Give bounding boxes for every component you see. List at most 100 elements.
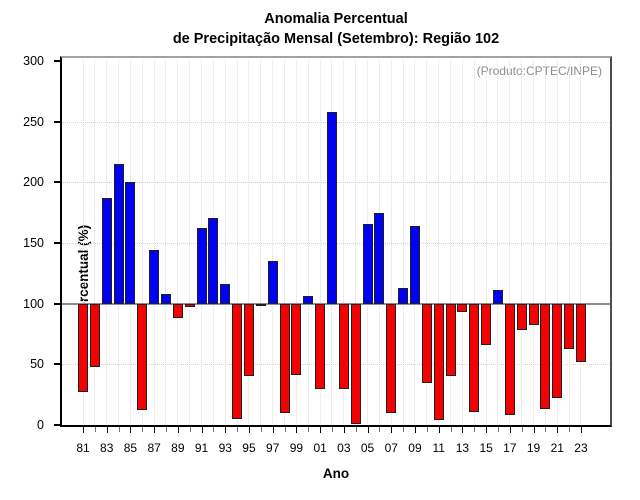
bar-83 bbox=[101, 198, 112, 304]
bar-94 bbox=[232, 303, 243, 419]
y-axis-tick-label: 200 bbox=[23, 175, 44, 190]
y-axis-tick bbox=[54, 60, 60, 62]
vertical-gridline bbox=[450, 60, 452, 423]
vertical-gridline bbox=[272, 60, 274, 423]
chart-title-line1: Anomalia Percentual bbox=[264, 11, 408, 27]
bar-05 bbox=[362, 223, 373, 304]
vertical-gridline bbox=[426, 60, 428, 423]
vertical-gridline bbox=[248, 60, 250, 423]
bar-97 bbox=[267, 261, 278, 304]
vertical-gridline bbox=[236, 60, 238, 423]
y-axis-tick-label: 100 bbox=[23, 296, 44, 311]
vertical-gridline bbox=[390, 60, 392, 423]
bar-17 bbox=[504, 303, 515, 416]
x-axis-tick bbox=[509, 427, 511, 433]
vertical-gridline bbox=[556, 60, 558, 423]
bar-22 bbox=[564, 303, 575, 349]
x-axis-tick-label: 15 bbox=[479, 441, 493, 455]
x-axis-tick bbox=[225, 427, 227, 433]
x-axis-tick bbox=[213, 427, 215, 432]
bar-90 bbox=[184, 303, 195, 308]
vertical-gridline bbox=[141, 60, 143, 423]
bar-85 bbox=[125, 182, 136, 304]
bar-88 bbox=[160, 293, 171, 304]
x-axis-tick bbox=[426, 427, 428, 432]
vertical-gridline bbox=[485, 60, 487, 423]
x-axis-tick-label: 85 bbox=[123, 441, 138, 455]
x-axis-tick-label: 89 bbox=[171, 441, 185, 455]
bar-82 bbox=[89, 303, 100, 367]
x-axis-tick bbox=[165, 427, 167, 432]
x-axis-tick bbox=[142, 427, 144, 432]
vertical-gridline bbox=[544, 60, 546, 423]
vertical-gridline bbox=[521, 60, 523, 423]
vertical-gridline bbox=[402, 60, 404, 423]
vertical-gridline bbox=[580, 60, 582, 423]
bar-91 bbox=[196, 228, 207, 304]
x-axis-tick-label: 95 bbox=[242, 441, 256, 455]
bar-04 bbox=[350, 303, 361, 424]
x-axis-tick-label: 21 bbox=[550, 441, 564, 455]
vertical-gridline bbox=[94, 60, 96, 423]
bar-87 bbox=[149, 250, 160, 304]
x-axis-tick bbox=[154, 427, 156, 433]
bar-16 bbox=[492, 290, 503, 304]
bar-92 bbox=[208, 217, 219, 304]
bar-89 bbox=[172, 303, 183, 319]
y-axis-tick-label: 150 bbox=[23, 236, 44, 250]
x-axis-tick bbox=[177, 427, 179, 433]
y-axis-tick bbox=[54, 363, 60, 366]
x-axis-tick bbox=[557, 427, 559, 433]
bar-13 bbox=[457, 303, 468, 313]
x-axis-tick-label: 99 bbox=[289, 441, 304, 455]
x-axis-tick bbox=[379, 427, 381, 432]
bar-10 bbox=[421, 303, 432, 383]
x-axis-tick bbox=[497, 427, 499, 432]
vertical-gridline bbox=[533, 60, 535, 423]
x-axis-tick bbox=[580, 427, 582, 433]
bar-20 bbox=[540, 303, 551, 410]
y-axis-tick-label: 50 bbox=[30, 357, 44, 372]
bar-18 bbox=[516, 303, 527, 331]
vertical-gridline bbox=[497, 60, 499, 423]
bar-12 bbox=[445, 303, 456, 377]
x-axis-tick bbox=[343, 427, 345, 433]
bar-19 bbox=[528, 303, 539, 326]
x-axis-tick bbox=[331, 427, 333, 432]
vertical-gridline bbox=[177, 60, 179, 423]
x-axis-tick-label: 17 bbox=[503, 441, 517, 455]
bar-00 bbox=[303, 296, 314, 304]
bar-21 bbox=[552, 303, 563, 399]
x-axis-tick bbox=[533, 427, 535, 433]
x-axis-tick-label: 11 bbox=[432, 441, 445, 455]
bar-95 bbox=[243, 303, 254, 377]
bar-23 bbox=[575, 303, 586, 362]
x-axis-tick bbox=[438, 427, 440, 433]
x-axis-tick bbox=[320, 427, 322, 433]
x-axis-tick bbox=[189, 427, 191, 432]
chart-title: Anomalia Percentual de Precipitação Mens… bbox=[32, 9, 640, 49]
bar-15 bbox=[481, 303, 492, 345]
x-axis-tick-label: 91 bbox=[194, 441, 209, 455]
x-axis-tick bbox=[355, 427, 357, 432]
bar-08 bbox=[398, 287, 409, 304]
x-axis-tick bbox=[391, 427, 393, 433]
vertical-gridline bbox=[343, 60, 345, 423]
x-axis-tick-label: 81 bbox=[76, 441, 90, 455]
vertical-gridline bbox=[438, 60, 440, 423]
bar-01 bbox=[315, 303, 326, 389]
y-axis-tick bbox=[54, 302, 60, 305]
bar-09 bbox=[409, 226, 420, 304]
bar-06 bbox=[374, 212, 385, 304]
x-axis-tick-label: 19 bbox=[526, 441, 541, 455]
y-axis-tick bbox=[54, 424, 60, 426]
x-axis-tick-label: 83 bbox=[100, 441, 114, 455]
baseline-100-line bbox=[62, 302, 610, 305]
x-axis-title: Ano bbox=[322, 466, 350, 481]
x-axis-tick bbox=[106, 427, 108, 433]
x-axis-tick-label: 97 bbox=[266, 441, 280, 455]
bar-84 bbox=[113, 164, 124, 304]
x-axis-tick bbox=[260, 427, 262, 432]
vertical-gridline bbox=[153, 60, 155, 423]
x-axis-tick bbox=[414, 427, 416, 433]
